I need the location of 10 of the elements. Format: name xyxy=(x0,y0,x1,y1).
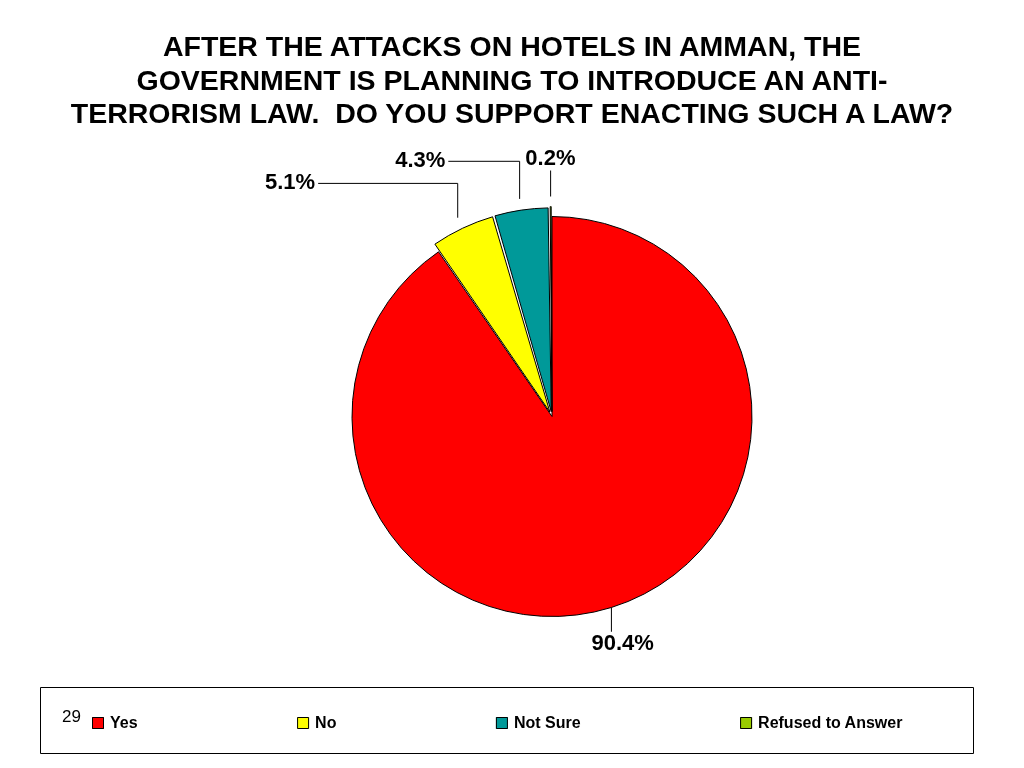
legend-label: Yes xyxy=(110,714,138,732)
legend-label: Not Sure xyxy=(513,714,581,732)
chart-title: AFTER THE ATTACKS ON HOTELS IN AMMAN, THE GOVERNMENT IS PLANNING TO INTRODUCE AN ANTI-TERRORISM LAW. DO YOU SUPPORT ENACTING SUCH A LAW? xyxy=(69,30,955,131)
data-label: 90.4% xyxy=(591,629,654,655)
data-label: 4.3% xyxy=(395,147,446,173)
data-label: 5.1% xyxy=(265,169,316,195)
data-label: 0.2% xyxy=(525,144,576,170)
legend-label: Refused to Answer xyxy=(758,714,903,732)
text: 29 xyxy=(62,706,81,726)
legend-label: No xyxy=(315,714,337,732)
